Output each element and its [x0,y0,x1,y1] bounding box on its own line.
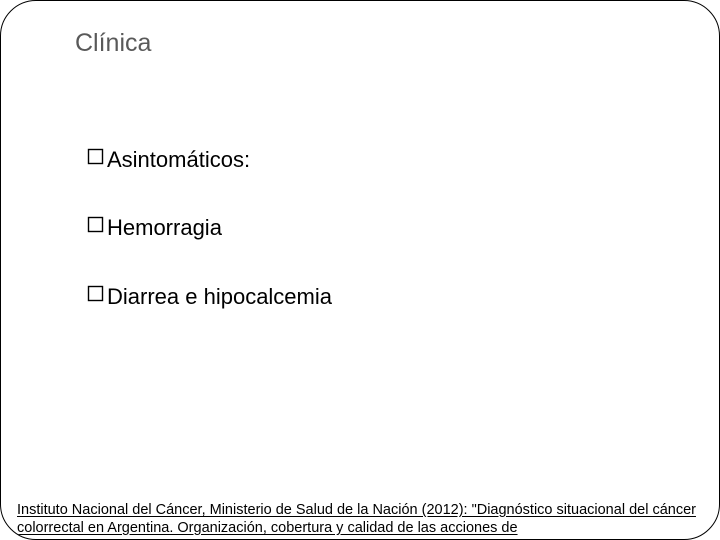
hollow-square-icon [87,147,105,165]
bullet-text: Asintomáticos: [107,147,250,173]
hollow-square-icon [87,215,105,233]
footer-reference: Instituto Nacional del Cáncer, Ministeri… [17,501,709,537]
list-item: Hemorragia [87,215,332,241]
list-item: Diarrea e hipocalcemia [87,284,332,310]
bullet-text: Hemorragia [107,215,222,241]
bullet-list: Asintomáticos: Hemorragia Diarrea e hipo… [87,147,332,352]
bullet-text: Diarrea e hipocalcemia [107,284,332,310]
slide-title: Clínica [75,29,151,58]
slide-frame: Clínica Asintomáticos: Hemorragia [0,0,720,540]
list-item: Asintomáticos: [87,147,332,173]
hollow-square-icon [87,284,105,302]
